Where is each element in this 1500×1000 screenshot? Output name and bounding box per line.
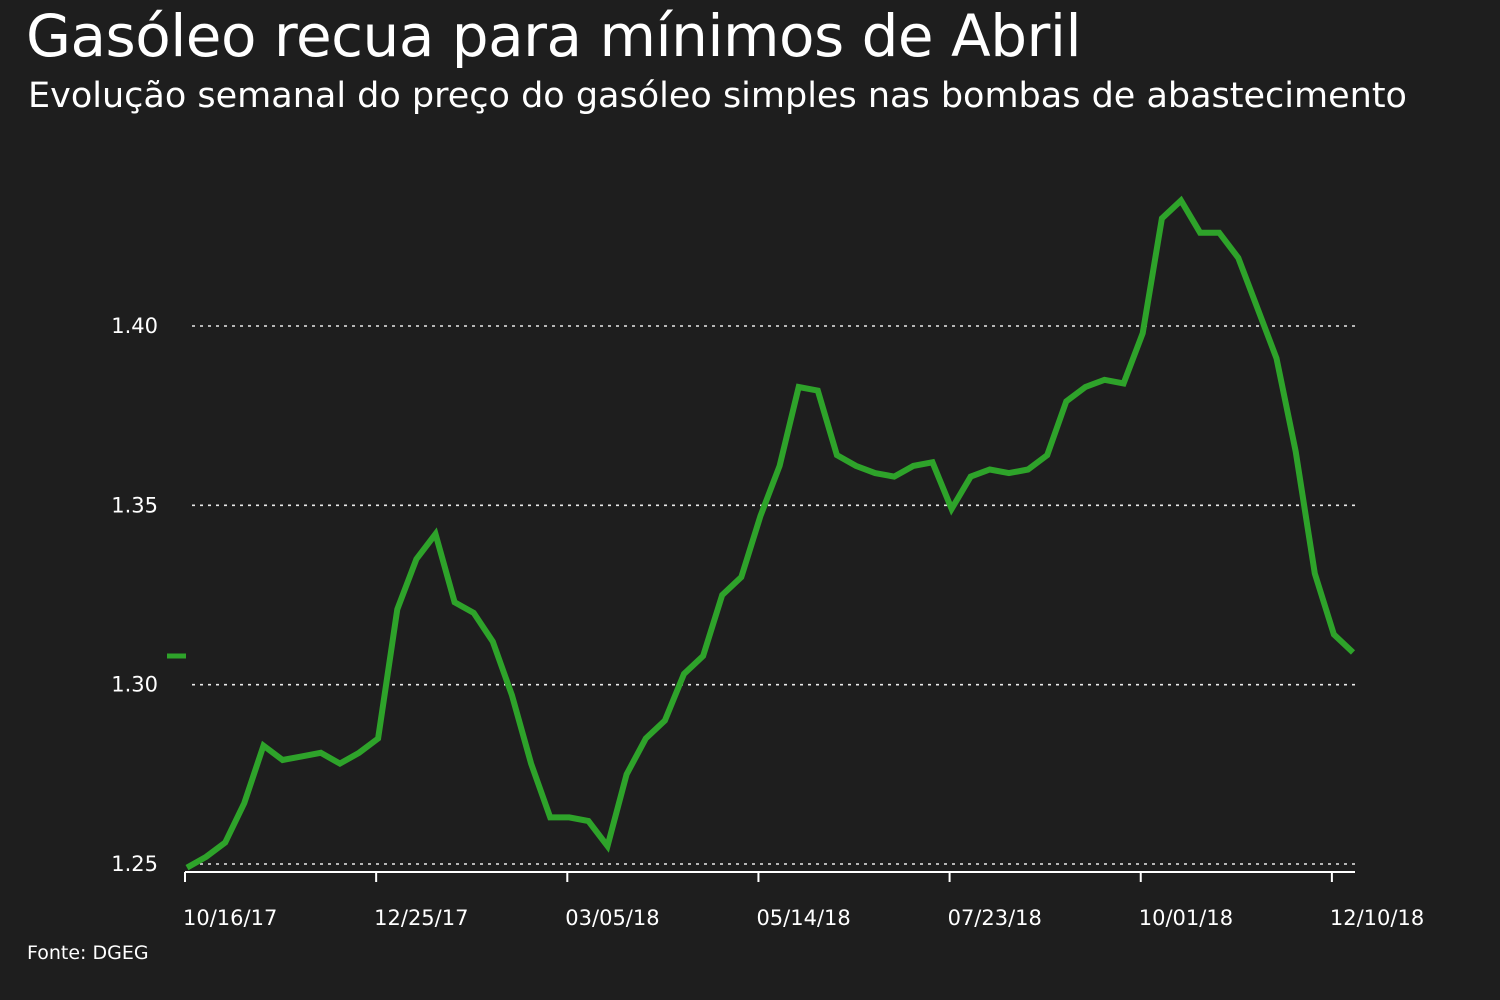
source-note: Fonte: DGEG <box>27 942 149 964</box>
series-line-diesel-price <box>185 195 1356 871</box>
x-axis-ticks: 10/16/17 12/25/17 03/05/18 05/14/18 07/23/18… <box>183 872 1424 930</box>
chart-title: Gasóleo recua para mínimos de Abril <box>26 2 1082 70</box>
x-tick-label: 12/10/18 <box>1330 906 1424 930</box>
x-tick-label: 12/25/17 <box>374 906 468 930</box>
x-tick-label: 03/05/18 <box>565 906 659 930</box>
series-layer <box>185 195 1356 871</box>
y-tick-label: 1.25 <box>111 852 158 876</box>
x-tick-label: 10/16/17 <box>183 906 277 930</box>
x-tick-label: 10/01/18 <box>1139 906 1233 930</box>
y-axis-ticks: 1.25 1.30 1.35 1.40 <box>111 314 158 876</box>
y-tick-label: 1.40 <box>111 314 158 338</box>
x-tick-label: 05/14/18 <box>756 906 850 930</box>
y-tick-label: 1.35 <box>111 493 158 517</box>
chart-subtitle: Evolução semanal do preço do gasóleo sim… <box>28 76 1407 116</box>
y-tick-label: 1.30 <box>111 673 158 697</box>
grid-lines <box>192 325 1355 865</box>
x-tick-label: 07/23/18 <box>948 906 1042 930</box>
